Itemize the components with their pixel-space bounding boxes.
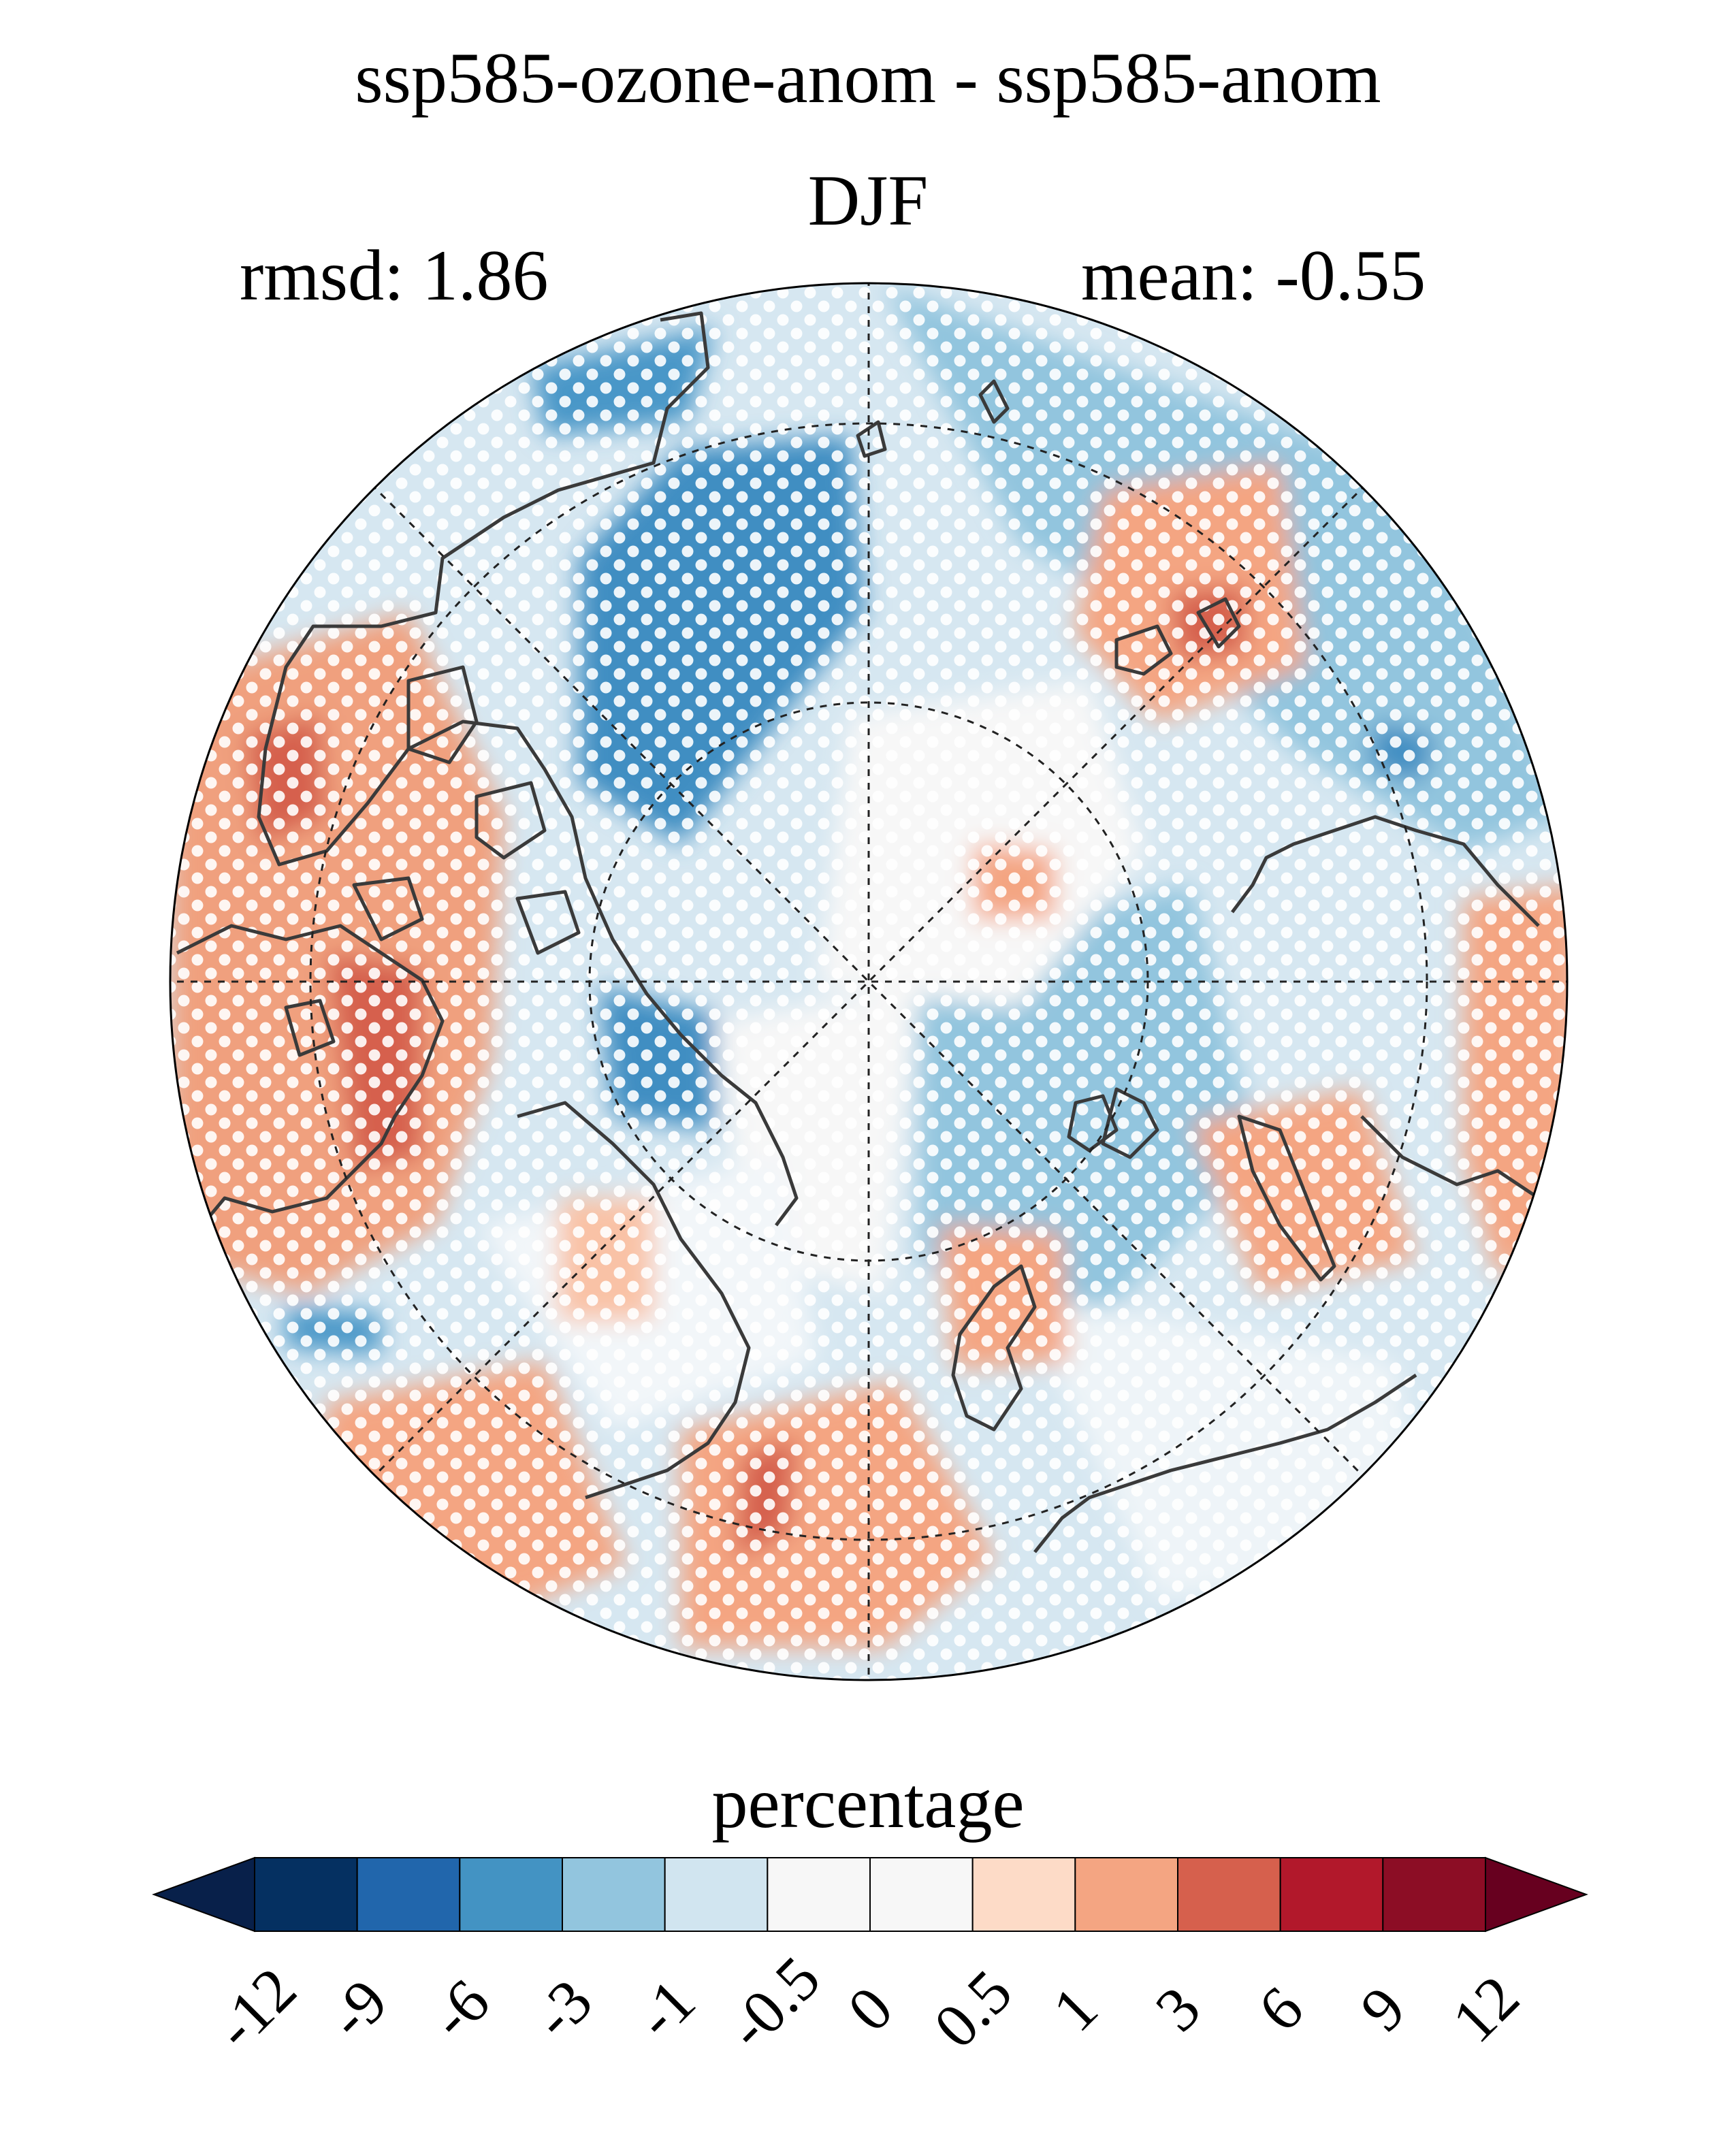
coastline-archipelago-d [284, 999, 336, 1057]
polar-map [169, 282, 1569, 1681]
title-line1: ssp585-ozone-anom - ssp585-anom [355, 38, 1381, 118]
map-boundary [169, 282, 1569, 1681]
coastline-archipelago-e [515, 890, 581, 955]
colorbar-box [767, 1857, 871, 1932]
colorbar-box [1177, 1857, 1281, 1932]
mean-label: mean: -0.55 [1081, 236, 1426, 315]
colorbar-box [254, 1857, 358, 1932]
colorbar-box [1074, 1857, 1179, 1932]
coastline-north-america [176, 924, 445, 1240]
coastline-taimyr [1101, 1087, 1159, 1159]
colorbar-box [356, 1857, 461, 1932]
coastline-europe [951, 1264, 1037, 1432]
coastline-russia-north [1231, 815, 1540, 927]
meridian-diagonal-2 [370, 483, 1368, 1481]
coastline-labrador [517, 1101, 751, 1500]
colorbar-label: percentage [711, 1763, 1025, 1843]
coastline-novaya-zemlya [1237, 1114, 1336, 1282]
coastline-islands-siberia-2 [1196, 597, 1241, 649]
coastline-chukotka [978, 379, 1010, 424]
graticule [170, 283, 1567, 1680]
coastline-archipelago-b [475, 781, 547, 860]
colorbar-box [869, 1857, 974, 1932]
title-season: DJF [807, 161, 929, 240]
coastline-svalbard [1067, 1094, 1119, 1152]
meridian-diagonal-1 [370, 483, 1368, 1481]
colorbar-box [562, 1857, 666, 1932]
colorbar-under-triangle [152, 1856, 255, 1933]
coastline-siberia-east [1360, 1115, 1540, 1200]
latitude-circle-70 [309, 422, 1428, 1541]
colorbar-box [459, 1857, 563, 1932]
colorbar-boxes [152, 1856, 1588, 1933]
colorbar-box [971, 1857, 1076, 1932]
coastline-archipelago-c [352, 876, 424, 941]
map-field [170, 283, 1567, 1680]
colorbar-box [1382, 1857, 1487, 1932]
colorbar-over-triangle [1485, 1856, 1588, 1933]
coastline-archipelago-a [406, 665, 479, 764]
coastline-scandinavia [1033, 1373, 1417, 1553]
colorbar-box [664, 1857, 769, 1932]
rmsd-label: rmsd: 1.86 [240, 236, 549, 315]
coastline-bering [856, 420, 887, 458]
coastline-islands-siberia [1114, 624, 1173, 676]
colorbar-box [1279, 1857, 1384, 1932]
